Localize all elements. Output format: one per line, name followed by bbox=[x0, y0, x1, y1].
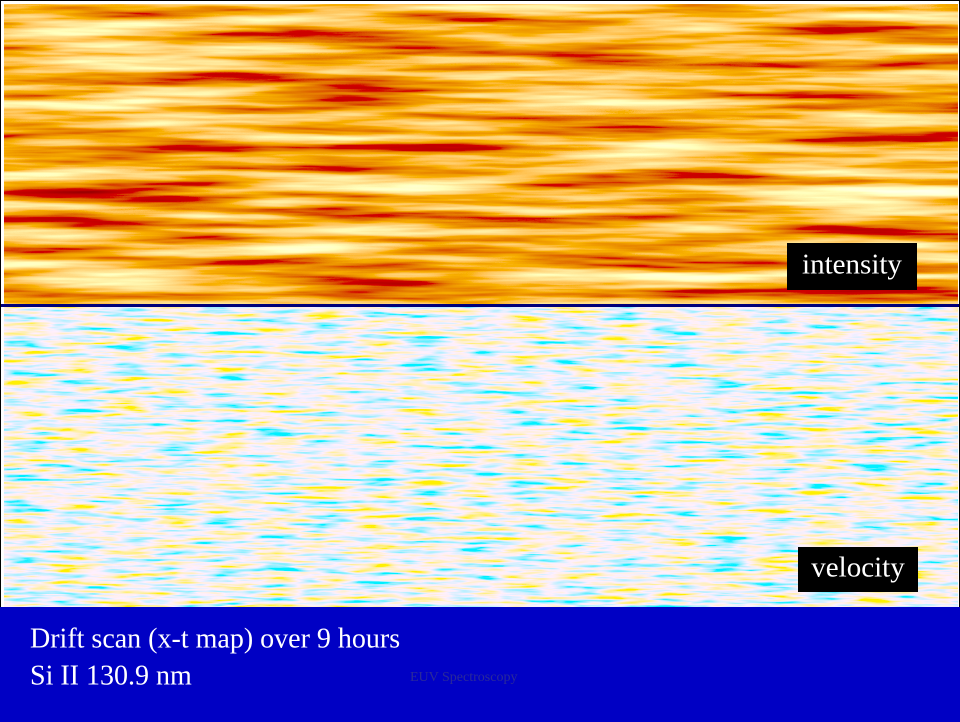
caption-line: Drift scan (x-t map) over 9 hours bbox=[30, 623, 400, 654]
caption-band bbox=[0, 607, 960, 722]
footer: EUV Spectroscopy bbox=[410, 670, 517, 685]
label-box bbox=[798, 547, 918, 592]
label-box bbox=[787, 243, 917, 290]
panel-label: velocity bbox=[811, 552, 905, 584]
panel-label: intensity bbox=[802, 249, 902, 281]
caption-line: Si II 130.9 nm bbox=[30, 660, 192, 691]
